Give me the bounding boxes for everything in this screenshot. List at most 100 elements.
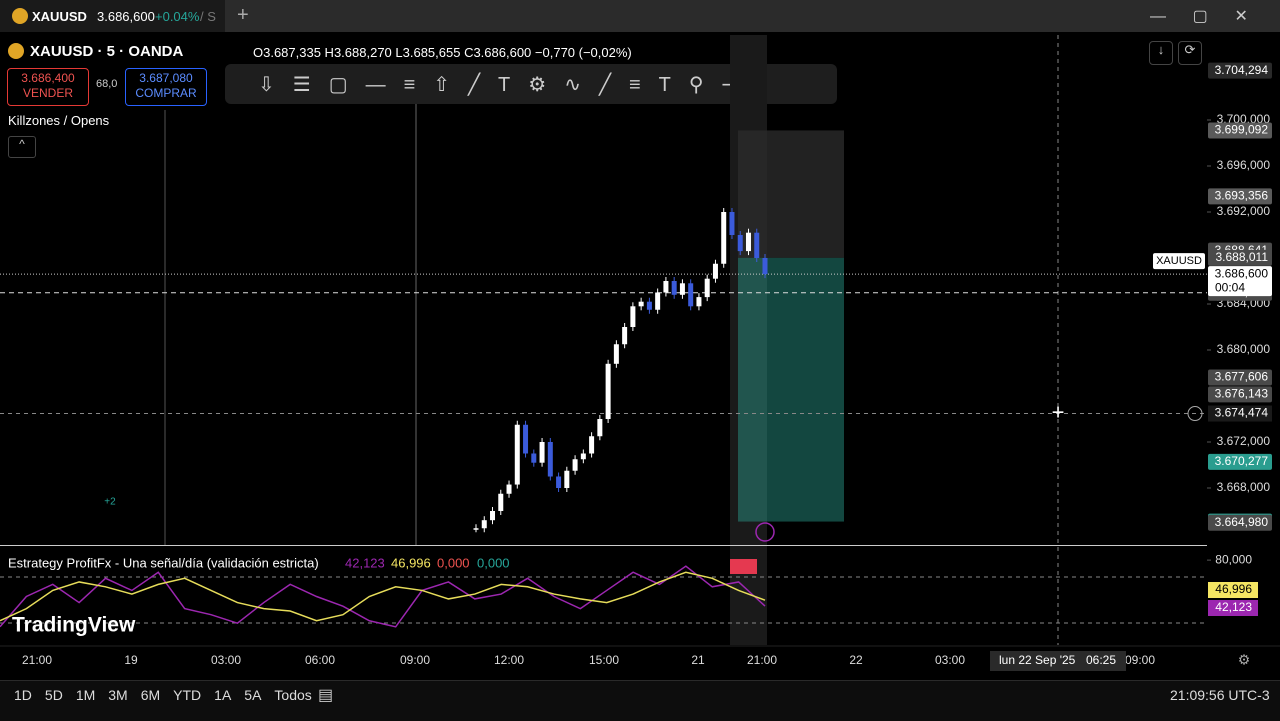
candle [514, 424, 520, 485]
osc-tag-label: 46,996 [1215, 582, 1252, 596]
settings-icon: ⚙ [1238, 652, 1251, 668]
candle [481, 520, 487, 529]
tab-price: 3.686,600 [97, 9, 155, 24]
current-price-label: 3.686,600 [1215, 266, 1269, 280]
x-tick-label: 22 [849, 653, 863, 667]
current-price-tag [1208, 266, 1272, 297]
ohlc: O3.687,335 H3.688,270 L3.685,655 C3.686,… [253, 45, 632, 60]
countdown: 00:04 [1215, 280, 1245, 294]
candle [622, 327, 628, 345]
candle [762, 258, 768, 275]
range-buttons: 1D 5D 1M 3M 6M YTD 1A 5A Todos [14, 687, 325, 703]
y-tick-label: 3.696,000 [1217, 158, 1271, 172]
price-tag [1208, 453, 1272, 470]
x-tick-label: 21:00 [22, 653, 52, 667]
osc-yellow-line [0, 571, 766, 622]
buy-button[interactable]: 3.687,080 COMPRAR [125, 68, 207, 106]
window-controls[interactable]: — ▢ ✕ [1150, 8, 1248, 25]
candle [646, 301, 652, 310]
clock: 21:09:56 UTC-3 [1170, 687, 1270, 703]
candle [572, 459, 578, 471]
chart-symbol[interactable]: XAUUSD · 5 · OANDA [30, 43, 184, 60]
event-icon[interactable] [755, 522, 775, 542]
symbol-icon [12, 8, 28, 24]
candle [523, 424, 529, 454]
osc-tag [1208, 582, 1258, 598]
indicator-label: Killzones / Opens [8, 113, 110, 128]
range-button[interactable]: 1D [14, 687, 32, 703]
price-tag-label: 3.676,143 [1215, 387, 1269, 401]
signal-badge [730, 559, 757, 574]
range-button[interactable]: 6M [140, 687, 161, 703]
candle [754, 232, 760, 258]
range-button[interactable]: YTD [173, 687, 202, 703]
candle [597, 419, 603, 437]
tab-symbol: XAUUSD [32, 9, 87, 24]
candle [589, 436, 595, 454]
range-button[interactable]: 1M [75, 687, 96, 703]
candle [679, 283, 685, 295]
y-tick-label: 3.680,000 [1217, 342, 1271, 356]
price-tag [1208, 514, 1272, 531]
collapse-button[interactable]: ^ [8, 136, 36, 158]
osc-tag [1208, 600, 1258, 616]
new-tab[interactable]: + [237, 4, 249, 26]
range-button[interactable]: 3M [108, 687, 128, 703]
download-button[interactable]: ↓ [1149, 41, 1173, 65]
candle [729, 212, 735, 235]
watermark: TradingView [12, 614, 136, 637]
price-tag [1208, 122, 1272, 139]
candle [473, 528, 479, 530]
range-button[interactable]: 5A [244, 687, 262, 703]
x-tick-label: 15:00 [589, 653, 619, 667]
toolbar-icons[interactable]: ⇩☰▢—≡⇧╱T⚙∿╱≡T⚲⊸ [258, 74, 757, 96]
sell-label: VENDER [22, 86, 73, 100]
crosshair-tag-label: 3.674,474 [1215, 406, 1269, 420]
symbol-tag-label: XAUUSD [1156, 255, 1202, 267]
candle [696, 297, 702, 307]
x-tick-label: 03:00 [935, 653, 965, 667]
candle [613, 344, 619, 364]
x-tick-label: 12:00 [494, 653, 524, 667]
y-tick-label: 3.668,000 [1217, 480, 1271, 494]
range-button[interactable]: Todos [274, 687, 312, 703]
buy-label: COMPRAR [135, 86, 197, 100]
price-tag-label: 3.664,980 [1215, 515, 1269, 529]
price-tag-label: 3.699,092 [1215, 123, 1269, 137]
candle [630, 306, 636, 327]
candle [663, 281, 669, 293]
tab-extra: / S [200, 9, 216, 24]
candle [737, 235, 743, 252]
x-tick-label: 21:00 [747, 653, 777, 667]
sell-price: 3.686,400 [21, 71, 75, 85]
crosshair-tag [1208, 405, 1272, 422]
sell-button[interactable]: 3.686,400 VENDER [7, 68, 89, 106]
candle [498, 493, 504, 511]
crosshair-cursor: + [1052, 399, 1065, 424]
osc-tick-label: 80,000 [1215, 552, 1252, 566]
candle [704, 278, 710, 298]
tab-change: +0.04% [155, 9, 200, 24]
osc-value: 0,000 [437, 555, 470, 570]
x-tick-label: 09:00 [1125, 653, 1155, 667]
range-button[interactable]: 5D [44, 687, 63, 703]
osc-value: 46,996 [391, 555, 431, 570]
spread: 68,0 [96, 78, 118, 90]
add-alert[interactable] [1187, 406, 1203, 422]
crosshair-date: lun 22 Sep '25 [999, 653, 1076, 667]
range-button[interactable]: 1A [214, 687, 232, 703]
price-tag-label: 3.670,277 [1215, 454, 1269, 468]
buy-price: 3.687,080 [139, 71, 193, 85]
x-tick-label: 09:00 [400, 653, 430, 667]
osc-title: Estrategy ProfitFx - Una señal/día (vali… [8, 555, 319, 570]
price-tag [1208, 188, 1272, 205]
candle [547, 442, 553, 477]
sync-button[interactable]: ⟳ [1178, 41, 1202, 65]
price-tag-label: 3.693,356 [1215, 189, 1269, 203]
candle [671, 281, 677, 295]
tab[interactable] [0, 0, 225, 32]
date-range-button[interactable]: ▤ [318, 687, 334, 704]
price-tag-label: 3.677,606 [1215, 370, 1269, 384]
y-tick-label: 3.672,000 [1217, 434, 1271, 448]
